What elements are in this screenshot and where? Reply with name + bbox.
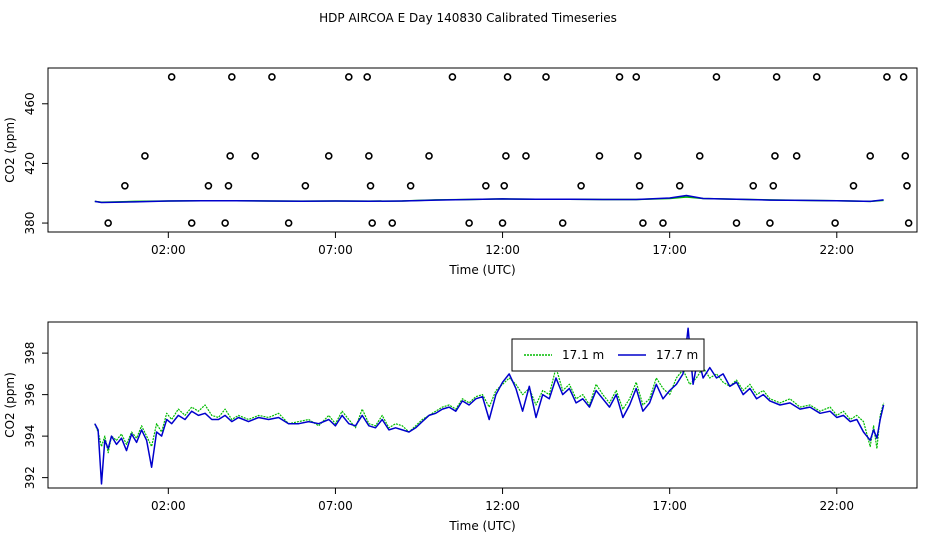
data-point [228,73,236,81]
data-point [712,73,721,81]
series-line [94,367,885,454]
data-point [365,152,373,160]
data-point [204,181,213,190]
y-tick-label: 398 [23,342,37,365]
data-point [498,219,507,227]
y-tick-label: 460 [23,92,37,115]
data-point [448,73,457,81]
data-point [695,152,704,160]
data-point [366,181,375,190]
data-point [866,152,875,160]
data-point [792,152,801,160]
x-tick-label: 02:00 [151,499,186,513]
data-point [615,73,624,81]
data-point [771,152,779,160]
x-tick-label: 02:00 [151,243,186,257]
legend-label: 17.1 m [562,348,604,362]
y-tick-label: 420 [23,152,37,175]
data-point [187,219,196,227]
data-point [542,73,550,81]
y-axis-label: CO2 (ppm) [3,117,17,183]
data-point [849,181,858,190]
data-point [639,219,647,227]
x-tick-label: 12:00 [485,499,520,513]
data-point [465,219,473,227]
data-point [301,181,310,190]
data-point [502,152,510,160]
data-point [635,181,644,190]
data-point [363,73,371,81]
x-tick-label: 12:00 [485,243,520,257]
y-tick-label: 396 [23,383,37,406]
plot-frame [47,321,918,489]
top-panel: 02:00 07:00 12:00 17:00 22:00 Time (UTC) 380 42… [3,67,918,277]
data-point [388,219,397,227]
data-point [368,219,377,227]
x-axis-label: Time (UTC) [448,519,515,533]
data-point [577,181,585,190]
data-point [732,219,741,227]
data-point [121,181,129,190]
data-point [522,152,530,160]
data-point [324,152,333,160]
x-tick-label: 22:00 [819,499,854,513]
data-point [251,152,260,160]
data-point [749,181,758,190]
data-point [268,73,276,81]
data-point [482,181,490,190]
data-point [831,219,839,227]
data-point [904,219,913,227]
x-axis-label: Time (UTC) [448,263,515,277]
data-point [221,219,229,227]
x-tick-label: 17:00 [652,499,687,513]
y-axis-label: CO2 (ppm) [3,372,17,438]
y-tick-label: 380 [23,212,37,235]
data-point [883,73,891,81]
data-point [284,219,293,227]
data-point [901,152,910,160]
y-tick-label: 392 [23,466,37,489]
data-point [903,181,911,190]
data-point [772,73,781,81]
data-point [769,181,778,190]
y-tick-label: 394 [23,425,37,448]
data-point [558,219,567,227]
data-point [167,73,176,81]
x-tick-label: 07:00 [318,243,353,257]
data-point [812,73,821,81]
data-point [503,73,512,81]
x-tick-label: 07:00 [318,499,353,513]
data-point [899,73,908,81]
data-point [345,73,353,81]
bottom-panel: 02:00 07:00 12:00 17:00 22:00 Time (UTC) 392 39… [3,321,918,533]
data-point [406,181,415,190]
data-point [141,152,149,160]
data-point [632,73,641,81]
data-point [226,152,234,160]
data-point [766,219,774,227]
data-point [595,152,604,160]
data-point [659,219,667,227]
data-point [500,181,509,190]
data-point [104,219,112,227]
figure-title: HDP AIRCOA E Day 140830 Calibrated Times… [319,11,617,25]
data-point [224,181,233,190]
x-tick-label: 22:00 [819,243,854,257]
data-point [425,152,433,160]
series-line [94,327,885,485]
data-point [675,181,684,190]
data-point [634,152,642,160]
series-line [94,194,884,204]
plot-frame [47,67,918,233]
legend-label: 17.7 m [656,348,698,362]
x-tick-label: 17:00 [652,243,687,257]
